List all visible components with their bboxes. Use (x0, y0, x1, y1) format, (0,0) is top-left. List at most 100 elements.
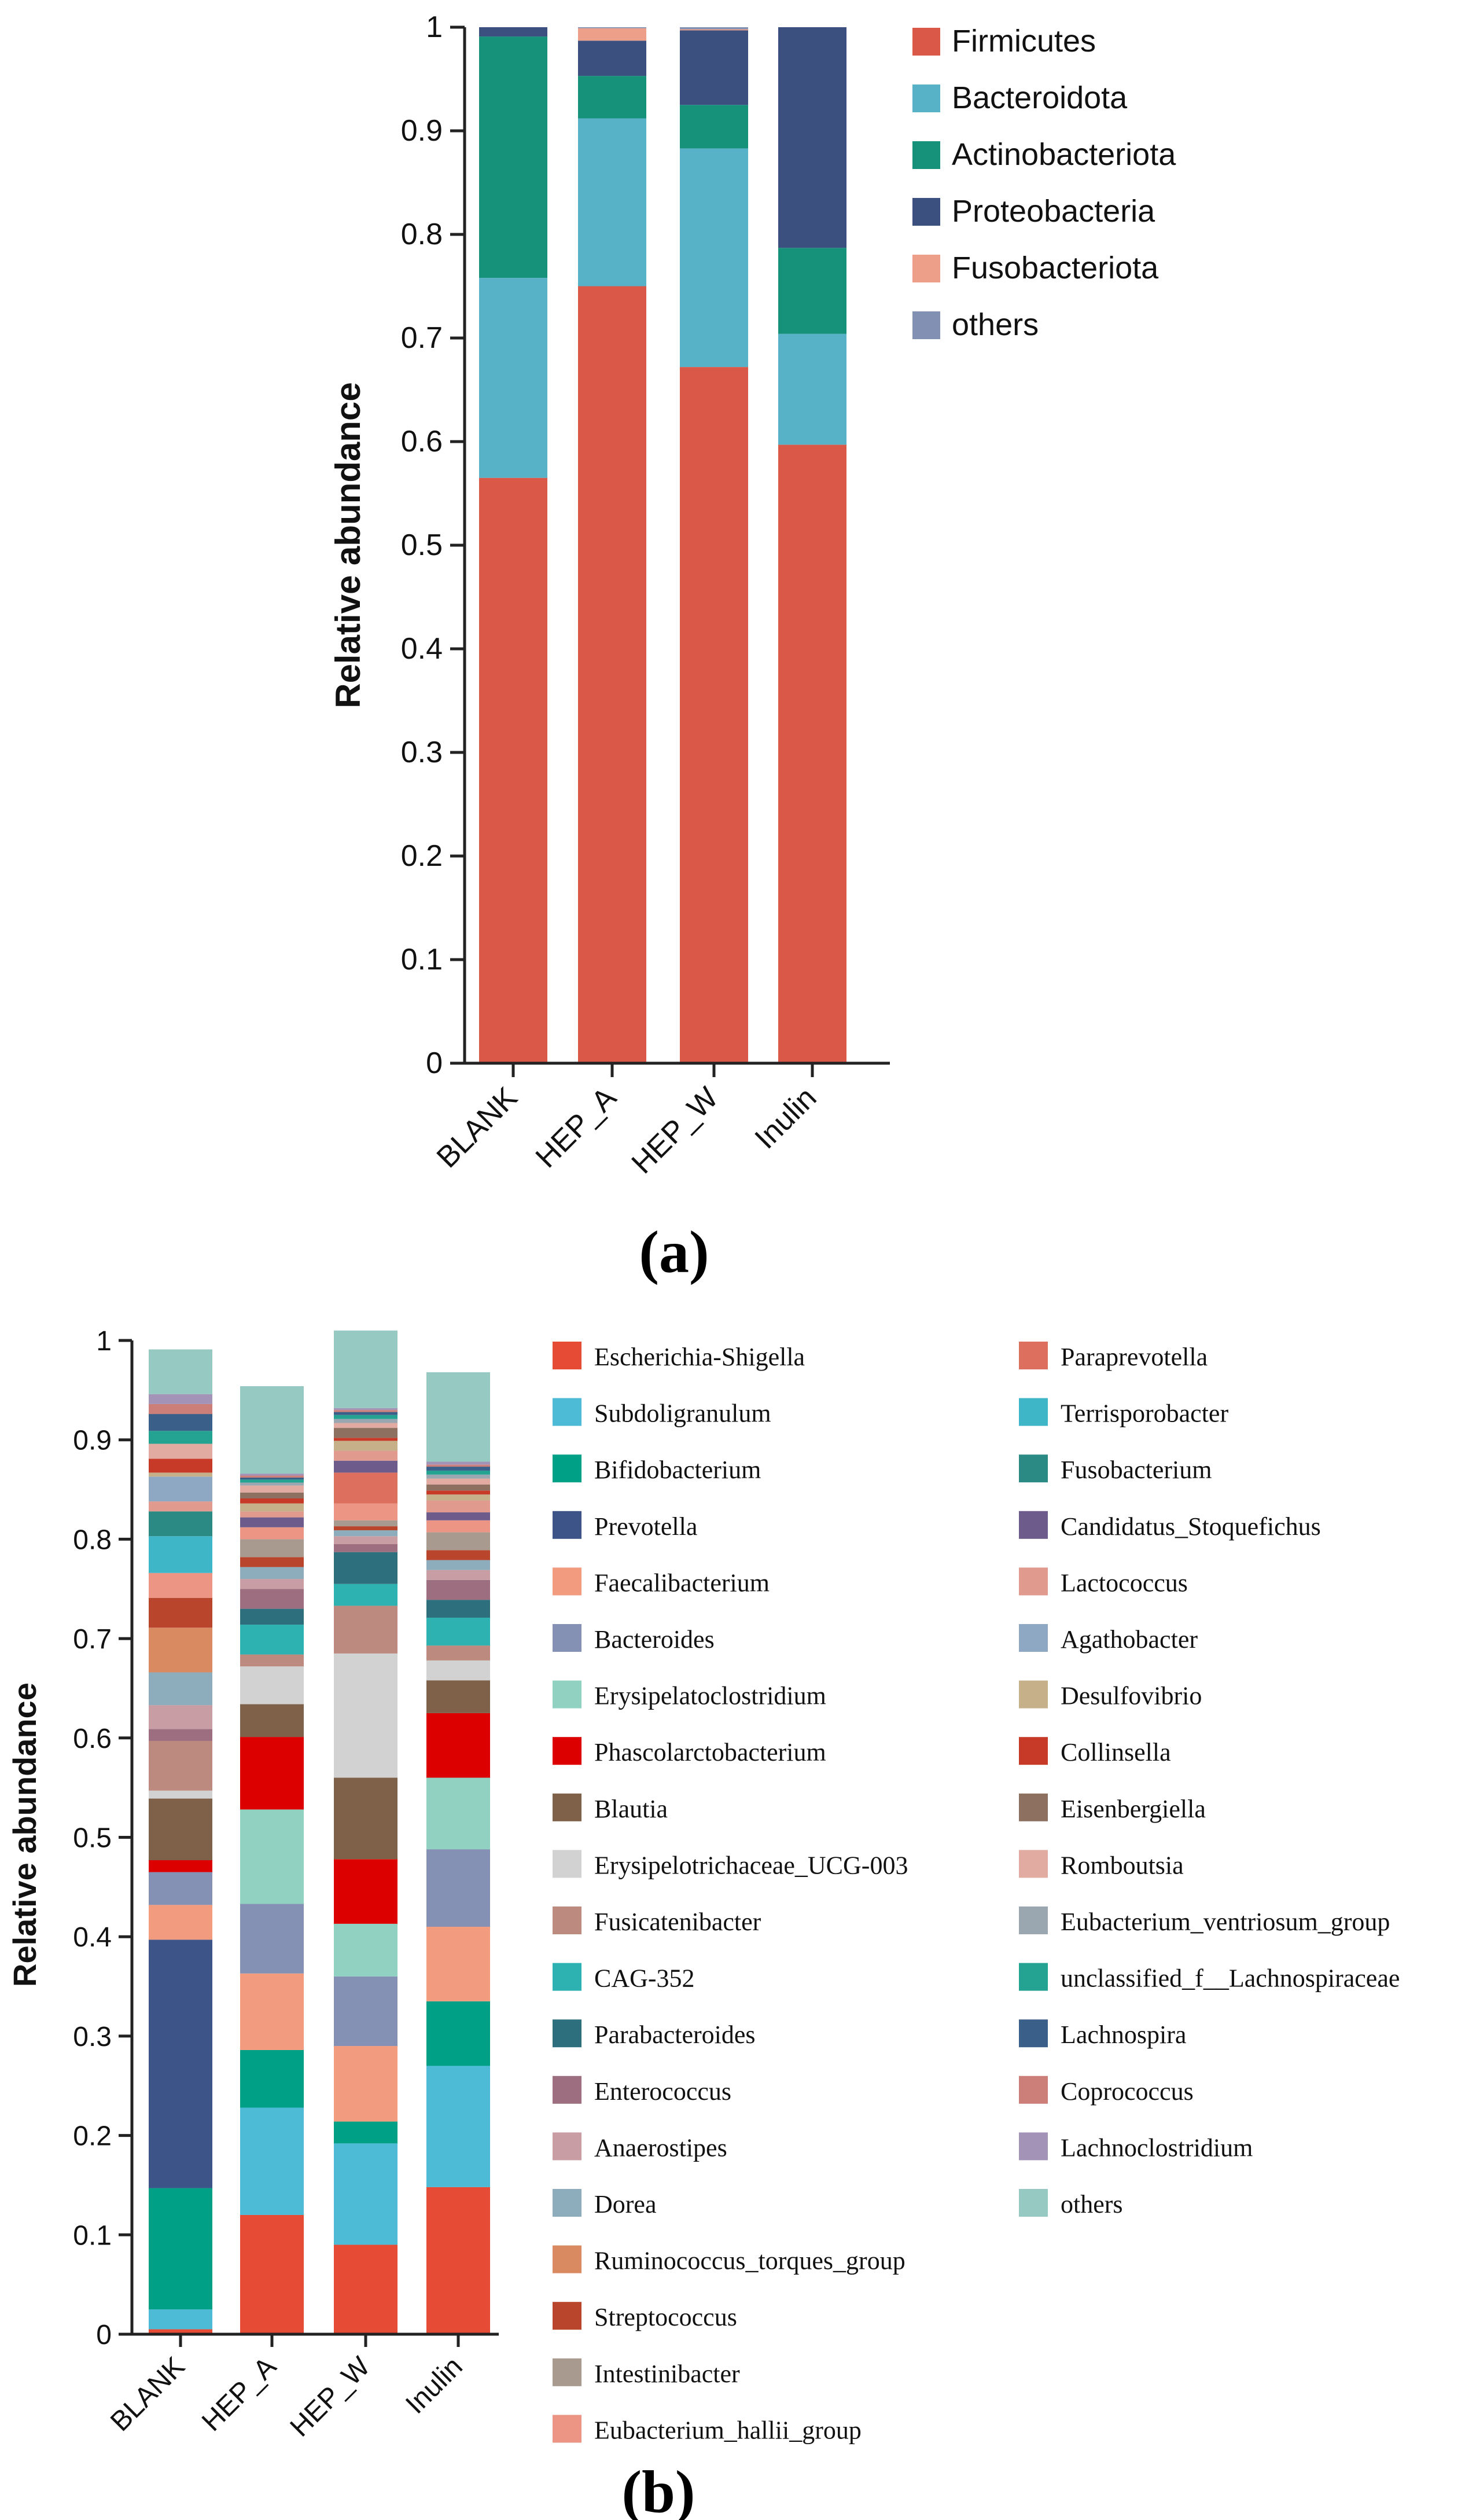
legend-label-ruminococcus-torques-group: Ruminococcus_torques_group (594, 2247, 905, 2275)
bar-segment-hep-w-candidatus-stoquefichus (334, 1460, 397, 1473)
legend-swatch-proteobacteria (912, 198, 940, 226)
legend-label-subdoligranulum: Subdoligranulum (594, 1399, 771, 1428)
bar-segment-hep-a-eisenbergiella (240, 1492, 304, 1499)
bar-segment-blank-agathobacter (149, 1476, 212, 1502)
bar-segment-inulin-cag-352 (426, 1618, 490, 1646)
bar-segment-blank-anaerostipes (149, 1705, 212, 1729)
bar-segment-hep-w-bacteroides (334, 1976, 397, 2047)
legend-label-paraprevotella: Paraprevotella (1061, 1343, 1208, 1371)
legend-label-candidatus-stoquefichus: Candidatus_Stoquefichus (1061, 1512, 1321, 1541)
bar-segment-hep-w-paraprevotella (334, 1472, 397, 1504)
legend-label-terrisporobacter: Terrisporobacter (1061, 1399, 1228, 1428)
bar-segment-hep-w-bacteroidota (680, 148, 748, 368)
bar-segment-hep-a-eubacterium-hallii-group (240, 1527, 304, 1540)
bar-segment-hep-w-eisenbergiella (334, 1428, 397, 1438)
bar-segment-hep-a-dorea (240, 1567, 304, 1579)
bar-segment-blank-erysipelotrichaceae-ucg-003 (149, 1790, 212, 1799)
bar-segment-blank-streptococcus (149, 1597, 212, 1628)
legend-swatch-lactococcus (1019, 1567, 1048, 1596)
bar-segment-inulin-phascolarctobacterium (426, 1713, 490, 1778)
legend-swatch-firmicutes (912, 28, 940, 56)
bar-segment-hep-w-streptococcus (334, 1526, 397, 1530)
legend-label-enterococcus: Enterococcus (594, 2077, 731, 2106)
chart-a-bars (479, 27, 846, 1063)
panel-label-b: (b) (621, 2459, 695, 2520)
chart-b-y-tick-label: 0.9 (73, 1426, 112, 1456)
bar-segment-blank-proteobacteria (479, 27, 547, 37)
chart-b-x-ticks: BLANK HEP_A HEP_W Inulin (105, 2334, 469, 2442)
legend-label-eubacterium-hallii-group: Eubacterium_hallii_group (594, 2416, 862, 2444)
legend-swatch-faecalibacterium (553, 1567, 581, 1596)
legend-label-prevotella: Prevotella (594, 1512, 697, 1541)
legend-label-anaerostipes: Anaerostipes (594, 2133, 727, 2162)
bar-segment-inulin-collinsella (426, 1490, 490, 1495)
legend-swatch-lachnoclostridium (1019, 2132, 1048, 2161)
legend-label-unclassified-f-lachnospiraceae: unclassified_f__Lachnospiraceae (1061, 1964, 1400, 1993)
bar-segment-hep-w-fusobacteriota (680, 29, 748, 31)
bar-segment-inulin-enterococcus (426, 1579, 490, 1600)
bar-segment-inulin-faecalibacterium (426, 1927, 490, 2001)
bar-segment-hep-a-subdoligranulum (240, 2107, 304, 2215)
bar-segment-hep-w-erysipelotrichaceae-ucg-003 (334, 1653, 397, 1778)
chart-b-x-label-inulin: Inulin (400, 2351, 469, 2420)
bar-segment-hep-a-eubacterium-ventriosum-group (240, 1482, 304, 1486)
legend-label-fusicatenibacter: Fusicatenibacter (594, 1908, 761, 1936)
bar-segment-hep-a-erysipelatoclostridium (240, 1809, 304, 1904)
legend-swatch-paraprevotella (1019, 1342, 1048, 1369)
chart-b-x-label-hep-w: HEP_W (285, 2351, 377, 2443)
bar-segment-blank-fusobacterium (149, 1511, 212, 1537)
legend-label-actinobacteriota: Actinobacteriota (952, 137, 1176, 172)
bar-segment-hep-a-firmicutes (578, 286, 646, 1063)
legend-swatch-candidatus-stoquefichus (1019, 1511, 1048, 1539)
bar-segment-inulin-lachnospira (426, 1467, 490, 1471)
bar-segment-hep-a-proteobacteria (578, 41, 646, 76)
chart-a-y-tick-label: 0.6 (401, 425, 443, 458)
legend-swatch-dorea (553, 2189, 581, 2217)
bar-segment-inulin-intestinibacter (426, 1532, 490, 1551)
bar-segment-hep-a-romboutsia (240, 1485, 304, 1493)
chart-b-y-axis-label: Relative abundance (6, 1683, 43, 1987)
bar-segment-hep-w-collinsella (334, 1438, 397, 1441)
bar-segment-blank-actinobacteriota (479, 36, 547, 278)
chart-b-y-tick-label: 0.2 (73, 2121, 112, 2152)
bar-segment-inulin-candidatus-stoquefichus (426, 1512, 490, 1520)
bar-segment-hep-a-lachnospira (240, 1477, 304, 1480)
chart-b: 0 0.1 0.2 0.3 0.4 0.5 0.6 0.7 0.8 0.9 1 BLANK HEP_A… (6, 1326, 1400, 2520)
bar-segment-blank-prevotella (149, 1939, 212, 2188)
bar-segment-hep-a-blautia (240, 1704, 304, 1737)
bar-segment-hep-a-lachnoclostridium (240, 1474, 304, 1476)
legend-label-coprococcus: Coprococcus (1061, 2077, 1194, 2106)
bar-segment-inulin-coprococcus (426, 1464, 490, 1467)
bar-segment-hep-w-lachnospira (334, 1412, 397, 1415)
legend-label-streptococcus: Streptococcus (594, 2303, 737, 2331)
legend-swatch-escherichia-shigella (553, 1342, 581, 1369)
chart-a-y-tick-label: 0 (426, 1046, 443, 1080)
bar-segment-inulin-escherichia-shigella (426, 2187, 490, 2334)
bar-segment-inulin-fusicatenibacter (426, 1645, 490, 1661)
bar-segment-hep-a-coprococcus (240, 1475, 304, 1478)
bar-segment-inulin-eubacterium-hallii-group (426, 1520, 490, 1533)
bar-segment-inulin-bacteroides (426, 1849, 490, 1927)
legend-label-others: others (1061, 2190, 1123, 2218)
bar-segment-hep-a-bacteroides (240, 1904, 304, 1974)
chart-b-y-tick-label: 0.6 (73, 1724, 112, 1754)
bar-segment-hep-a-escherichia-shigella (240, 2214, 304, 2334)
legend-label-escherichia-shigella: Escherichia-Shigella (594, 1343, 805, 1371)
chart-b-bars (149, 1330, 490, 2334)
bar-segment-blank-blautia (149, 1798, 212, 1860)
bar-segment-blank-enterococcus (149, 1729, 212, 1741)
legend-label-bifidobacterium: Bifidobacterium (594, 1456, 761, 1484)
bar-segment-hep-w-anaerostipes (334, 1536, 397, 1544)
legend-label-erysipelotrichaceae-ucg-003: Erysipelotrichaceae_UCG-003 (594, 1851, 908, 1879)
legend-swatch-bacteroidota (912, 85, 940, 112)
bar-segment-hep-w-erysipelatoclostridium (334, 1923, 397, 1977)
bar-segment-hep-a-erysipelotrichaceae-ucg-003 (240, 1666, 304, 1705)
bar-segment-inulin-unclassified-f-lachnospiraceae (426, 1470, 490, 1475)
legend-swatch-lachnospira (1019, 2019, 1048, 2048)
legend-swatch-fusobacterium (1019, 1454, 1048, 1483)
bar-segment-hep-w-blautia (334, 1777, 397, 1860)
legend-swatch-eisenbergiella (1019, 1793, 1048, 1821)
legend-label-blautia: Blautia (594, 1795, 668, 1823)
bar-segment-hep-a-fusicatenibacter (240, 1654, 304, 1667)
